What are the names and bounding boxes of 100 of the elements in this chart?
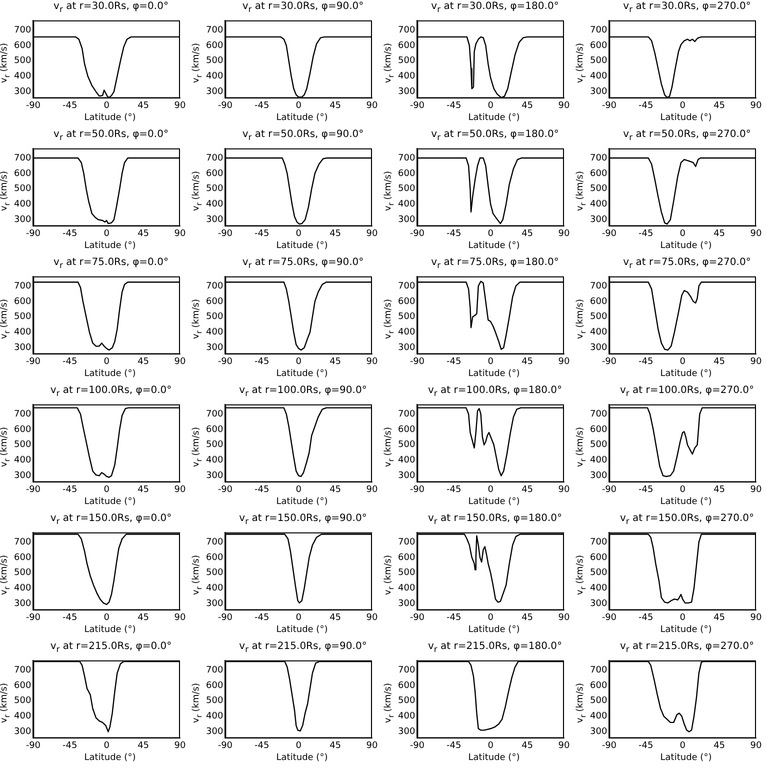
y-tick-label: 700 [206,25,224,36]
x-tick-label: -45 [446,740,462,751]
chart-title: v$_{r}$ at r=30.0Rs, φ=0.0° [52,0,170,16]
x-tick-label: -45 [62,484,78,495]
x-tick-label: -90 [26,484,41,495]
chart-title: v$_{r}$ at r=150.0Rs, φ=0.0° [49,512,173,528]
x-tick-label: 90 [558,740,570,751]
y-tick-label: 300 [398,599,416,610]
x-tick-label: 45 [714,228,726,239]
x-tick-label: 45 [138,100,150,111]
y-tick-label: 600 [398,296,416,307]
chart-title: v$_{r}$ at r=75.0Rs, φ=0.0° [52,256,170,272]
x-tick-label: -45 [254,740,270,751]
x-tick-label: 90 [558,612,570,623]
y-tick-label: 400 [590,712,608,722]
x-tick-label: 0 [680,228,686,239]
x-tick-label: -45 [446,484,462,495]
x-tick-label: 0 [296,484,302,495]
y-tick-label: 700 [398,665,416,676]
x-tick-label: 90 [366,228,378,239]
chart-title: v$_{r}$ at r=215.0Rs, φ=180.0° [426,640,563,656]
x-tick-label: 45 [714,740,726,751]
y-tick-label: 600 [590,168,608,179]
y-tick-label: 700 [206,537,224,548]
y-tick-label: 600 [14,40,32,51]
y-tick-label: 500 [14,56,32,66]
x-tick-label: 45 [714,356,726,367]
x-axis-title: Latitude (°) [659,240,713,252]
y-tick-label: 400 [14,712,32,722]
x-axis-title: Latitude (°) [659,496,713,508]
x-tick-label: 45 [522,484,534,495]
x-tick-label: 90 [366,484,378,495]
y-tick-label: 400 [14,456,32,466]
chart-title: v$_{r}$ at r=50.0Rs, φ=90.0° [241,128,365,144]
x-axis-title: Latitude (°) [275,496,329,508]
y-tick-label: 500 [206,696,224,706]
x-axis-title: Latitude (°) [83,752,137,764]
x-tick-label: 45 [522,100,534,111]
chart-title: v$_{r}$ at r=30.0Rs, φ=180.0° [430,0,560,16]
x-tick-label: 90 [558,100,570,111]
y-tick-label: 400 [398,456,416,466]
y-tick-label: 600 [398,424,416,435]
x-tick-label: -45 [62,100,78,111]
y-tick-label: 600 [206,168,224,179]
y-tick-label: 500 [206,184,224,194]
y-tick-label: 400 [398,200,416,210]
y-tick-label: 700 [206,153,224,164]
y-tick-label: 600 [590,296,608,307]
y-tick-label: 700 [590,665,608,676]
x-tick-label: 0 [680,740,686,751]
x-tick-label: -45 [638,740,654,751]
x-tick-label: -90 [410,484,425,495]
y-tick-label: 700 [590,153,608,164]
x-tick-label: 0 [488,484,494,495]
y-tick-label: 300 [206,599,224,610]
y-tick-label: 700 [14,409,32,420]
x-axis-title: Latitude (°) [275,240,329,252]
y-tick-label: 300 [206,471,224,482]
y-tick-label: 600 [398,168,416,179]
chart-title: v$_{r}$ at r=100.0Rs, φ=180.0° [426,384,563,400]
x-tick-label: -90 [218,740,233,751]
y-tick-label: 600 [206,296,224,307]
x-tick-label: -45 [638,228,654,239]
x-tick-label: -45 [638,612,654,623]
y-tick-label: 700 [590,537,608,548]
x-tick-label: -45 [254,100,270,111]
y-tick-label: 600 [590,680,608,691]
y-tick-label: 600 [14,680,32,691]
y-tick-label: 300 [590,343,608,354]
x-tick-label: 0 [104,228,110,239]
x-tick-label: 90 [366,612,378,623]
x-axis-title: Latitude (°) [467,624,521,636]
y-tick-label: 500 [590,568,608,578]
y-tick-label: 700 [206,281,224,292]
chart-title: v$_{r}$ at r=50.0Rs, φ=0.0° [52,128,170,144]
x-tick-label: -45 [62,612,78,623]
y-tick-label: 300 [14,471,32,482]
chart-title: v$_{r}$ at r=215.0Rs, φ=90.0° [238,640,368,656]
x-tick-label: 0 [104,356,110,367]
x-tick-label: -45 [638,484,654,495]
chart-title: v$_{r}$ at r=30.0Rs, φ=90.0° [241,0,365,16]
x-tick-label: 0 [488,612,494,623]
y-tick-label: 700 [398,281,416,292]
y-tick-label: 600 [14,424,32,435]
y-tick-label: 300 [590,599,608,610]
y-tick-label: 500 [206,440,224,450]
y-tick-label: 300 [398,215,416,226]
x-tick-label: 0 [104,612,110,623]
x-tick-label: -45 [254,484,270,495]
x-tick-label: 45 [330,484,342,495]
y-tick-label: 600 [398,40,416,51]
y-tick-label: 500 [398,440,416,450]
x-tick-label: 45 [138,484,150,495]
x-tick-label: 0 [104,484,110,495]
y-tick-label: 700 [398,537,416,548]
x-tick-label: 0 [296,740,302,751]
x-tick-label: -45 [446,100,462,111]
chart-title: v$_{r}$ at r=150.0Rs, φ=90.0° [238,512,368,528]
x-axis-title: Latitude (°) [659,112,713,124]
chart-title: v$_{r}$ at r=50.0Rs, φ=180.0° [430,128,560,144]
